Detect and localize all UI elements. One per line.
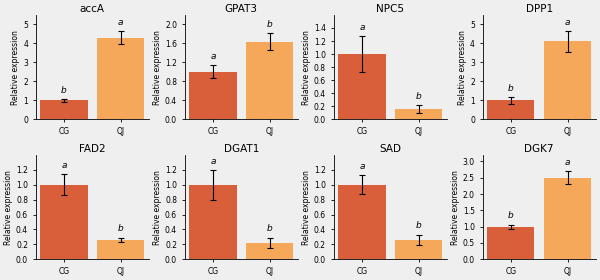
- Title: accA: accA: [80, 4, 105, 14]
- Y-axis label: Relative expression: Relative expression: [451, 170, 460, 244]
- Text: b: b: [267, 225, 272, 234]
- Text: b: b: [508, 84, 514, 93]
- Y-axis label: Relative expression: Relative expression: [4, 170, 13, 244]
- Title: SAD: SAD: [379, 144, 401, 154]
- Bar: [246, 243, 293, 259]
- Bar: [338, 185, 386, 259]
- Text: a: a: [61, 161, 67, 170]
- Bar: [544, 41, 591, 119]
- Bar: [246, 42, 293, 119]
- Bar: [190, 72, 236, 119]
- Bar: [40, 100, 88, 119]
- Text: a: a: [118, 18, 124, 27]
- Text: b: b: [416, 92, 421, 101]
- Bar: [395, 240, 442, 259]
- Bar: [487, 100, 535, 119]
- Title: NPC5: NPC5: [376, 4, 404, 14]
- Bar: [338, 54, 386, 119]
- Text: a: a: [565, 158, 570, 167]
- Title: GPAT3: GPAT3: [225, 4, 258, 14]
- Bar: [395, 109, 442, 119]
- Text: b: b: [118, 225, 124, 234]
- Title: DPP1: DPP1: [526, 4, 553, 14]
- Y-axis label: Relative expression: Relative expression: [302, 30, 311, 104]
- Title: DGAT1: DGAT1: [224, 144, 259, 154]
- Text: a: a: [210, 52, 216, 61]
- Bar: [97, 38, 144, 119]
- Text: b: b: [416, 221, 421, 230]
- Bar: [544, 178, 591, 259]
- Title: FAD2: FAD2: [79, 144, 106, 154]
- Text: a: a: [210, 157, 216, 166]
- Text: b: b: [508, 211, 514, 220]
- Y-axis label: Relative expression: Relative expression: [11, 30, 20, 104]
- Y-axis label: Relative expression: Relative expression: [153, 170, 162, 244]
- Y-axis label: Relative expression: Relative expression: [153, 30, 162, 104]
- Bar: [190, 185, 236, 259]
- Bar: [97, 240, 144, 259]
- Text: b: b: [61, 86, 67, 95]
- Text: a: a: [565, 18, 570, 27]
- Title: DGK7: DGK7: [524, 144, 554, 154]
- Bar: [40, 185, 88, 259]
- Text: a: a: [359, 23, 365, 32]
- Bar: [487, 227, 535, 259]
- Y-axis label: Relative expression: Relative expression: [302, 170, 311, 244]
- Text: a: a: [359, 162, 365, 171]
- Text: b: b: [267, 20, 272, 29]
- Y-axis label: Relative expression: Relative expression: [458, 30, 467, 104]
